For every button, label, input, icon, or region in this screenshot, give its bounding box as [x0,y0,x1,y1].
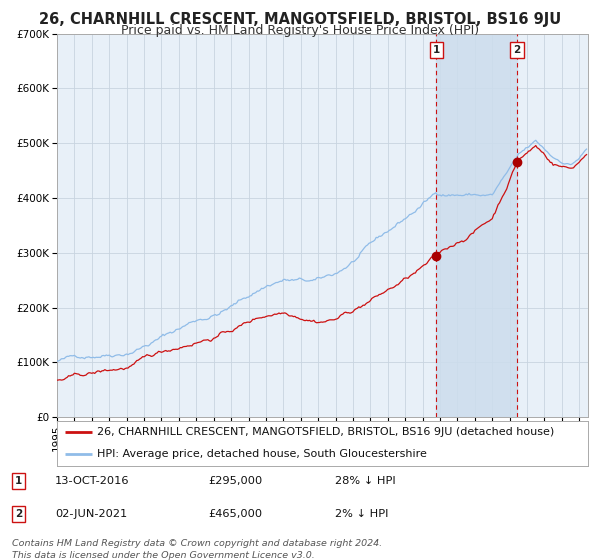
Text: 13-OCT-2016: 13-OCT-2016 [55,475,130,486]
Text: 28% ↓ HPI: 28% ↓ HPI [335,475,395,486]
Text: 2: 2 [15,508,23,519]
Text: 26, CHARNHILL CRESCENT, MANGOTSFIELD, BRISTOL, BS16 9JU (detached house): 26, CHARNHILL CRESCENT, MANGOTSFIELD, BR… [97,427,554,437]
Text: 2: 2 [514,45,521,55]
Text: 2% ↓ HPI: 2% ↓ HPI [335,508,388,519]
Bar [436,34,517,417]
Text: 26, CHARNHILL CRESCENT, MANGOTSFIELD, BRISTOL, BS16 9JU: 26, CHARNHILL CRESCENT, MANGOTSFIELD, BR… [39,12,561,27]
Text: Contains HM Land Registry data © Crown copyright and database right 2024.
This d: Contains HM Land Registry data © Crown c… [12,539,382,559]
Text: 1: 1 [15,475,23,486]
Text: HPI: Average price, detached house, South Gloucestershire: HPI: Average price, detached house, Sout… [97,449,427,459]
Text: Price paid vs. HM Land Registry's House Price Index (HPI): Price paid vs. HM Land Registry's House … [121,24,479,36]
Text: £295,000: £295,000 [208,475,262,486]
Text: 02-JUN-2021: 02-JUN-2021 [55,508,127,519]
Text: £465,000: £465,000 [208,508,262,519]
Text: 1: 1 [433,45,440,55]
